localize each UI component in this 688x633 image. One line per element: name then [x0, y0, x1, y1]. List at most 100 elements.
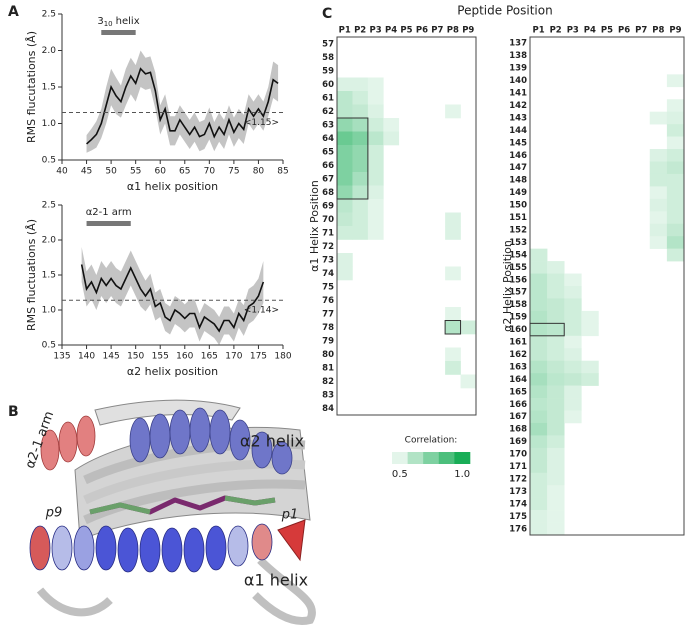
- row-label: 76: [322, 296, 334, 306]
- heat-cell: [367, 91, 384, 105]
- heat-cell: [530, 248, 548, 262]
- y-tick-label: 0.5: [42, 156, 56, 166]
- row-label: 170: [509, 450, 527, 460]
- heat-cell: [530, 435, 548, 449]
- heat-cell: [445, 226, 461, 240]
- y-tick-label: 1.0: [42, 119, 57, 129]
- heat-cell: [666, 248, 685, 262]
- row-label: 172: [509, 474, 527, 484]
- row-label: 68: [322, 188, 334, 198]
- heat-cell: [445, 347, 461, 362]
- row-label: 147: [509, 163, 527, 173]
- x-tick-label: 40: [56, 167, 68, 177]
- row-label: 151: [509, 213, 527, 223]
- heat-cell: [530, 510, 548, 523]
- heat-cell: [445, 307, 461, 321]
- heat-cell: [530, 335, 548, 349]
- heat-cell: [649, 223, 668, 237]
- y-tick-label: 1.5: [42, 271, 56, 281]
- row-label: 63: [322, 120, 334, 130]
- row-label: 175: [509, 512, 527, 522]
- x-tick-label: 55: [130, 167, 141, 177]
- heat-cell: [547, 510, 565, 523]
- heat-cell: [564, 360, 582, 374]
- row-label: 57: [322, 39, 334, 49]
- x-tick-label: 170: [225, 352, 242, 362]
- heat-cell: [666, 99, 685, 112]
- heat-cell: [445, 320, 461, 335]
- heat-cell: [547, 497, 565, 511]
- heatmap-frame: [336, 36, 477, 416]
- column-label: P8: [447, 26, 459, 36]
- heat-cell: [564, 298, 582, 312]
- highlight-box: [444, 320, 462, 335]
- row-label: 168: [509, 425, 527, 435]
- row-label: 74: [322, 269, 334, 279]
- y-tick-label: 1.5: [42, 83, 56, 93]
- heat-cell: [547, 298, 565, 312]
- heat-cell: [547, 323, 565, 337]
- x-tick-label: 155: [152, 352, 169, 362]
- heat-cell: [666, 236, 685, 249]
- highlight-box: [529, 322, 565, 337]
- heat-cell: [666, 161, 685, 175]
- heat-cell: [337, 199, 353, 213]
- row-label: 138: [509, 51, 527, 61]
- row-label: 157: [509, 288, 527, 298]
- row-label: 163: [509, 362, 527, 372]
- heat-cell: [352, 199, 369, 213]
- structure-label: p9: [45, 506, 63, 521]
- heat-cell: [547, 410, 565, 424]
- heat-cell: [666, 124, 685, 137]
- heat-cell: [547, 435, 565, 449]
- panel-label: B: [8, 404, 19, 420]
- row-label: 145: [509, 138, 527, 148]
- heat-cell: [547, 348, 565, 361]
- row-label: 167: [509, 412, 527, 422]
- row-label: 141: [509, 89, 527, 99]
- annotation-part: 3: [97, 16, 103, 27]
- heat-cell: [337, 226, 353, 240]
- row-label: 62: [322, 107, 334, 117]
- heat-cell: [564, 323, 582, 337]
- heat-cell: [530, 273, 548, 287]
- chart-title: Peptide Position: [457, 4, 552, 18]
- heat-cell: [445, 361, 461, 375]
- annotation: α2-1 arm: [86, 207, 132, 218]
- row-label: 67: [322, 174, 334, 184]
- x-tick-label: 175: [250, 352, 267, 362]
- heat-cell: [649, 111, 668, 125]
- heat-cell: [547, 522, 565, 536]
- heat-cell: [337, 158, 353, 173]
- annotation-bar: [86, 221, 131, 226]
- row-label: 143: [509, 113, 527, 123]
- heat-cell: [564, 310, 582, 324]
- row-label: 81: [322, 363, 334, 373]
- heat-cell: [367, 199, 384, 213]
- heat-cell: [547, 460, 565, 474]
- heat-cell: [547, 398, 565, 411]
- heat-cell: [530, 497, 548, 511]
- x-tick-label: 45: [81, 167, 92, 177]
- heat-cell: [530, 348, 548, 361]
- row-label: 146: [509, 151, 527, 161]
- colorbar-swatch: [392, 452, 408, 464]
- heat-cell: [352, 104, 369, 119]
- row-label: 142: [509, 101, 527, 111]
- y-tick-label: 2.0: [42, 236, 57, 246]
- heat-cell: [352, 91, 369, 105]
- heat-cell: [530, 422, 548, 436]
- row-label: 80: [322, 350, 334, 360]
- row-label: 154: [509, 250, 527, 260]
- heat-cell: [666, 136, 685, 150]
- heat-cell: [367, 185, 384, 200]
- row-label: 162: [509, 350, 527, 360]
- heat-cell: [352, 77, 369, 92]
- row-label: 156: [509, 275, 527, 285]
- heat-cell: [547, 335, 565, 349]
- row-label: 73: [322, 255, 334, 265]
- heat-cell: [581, 360, 599, 374]
- row-label: 164: [509, 375, 527, 385]
- heat-cell: [367, 131, 384, 146]
- heat-cell: [337, 131, 353, 146]
